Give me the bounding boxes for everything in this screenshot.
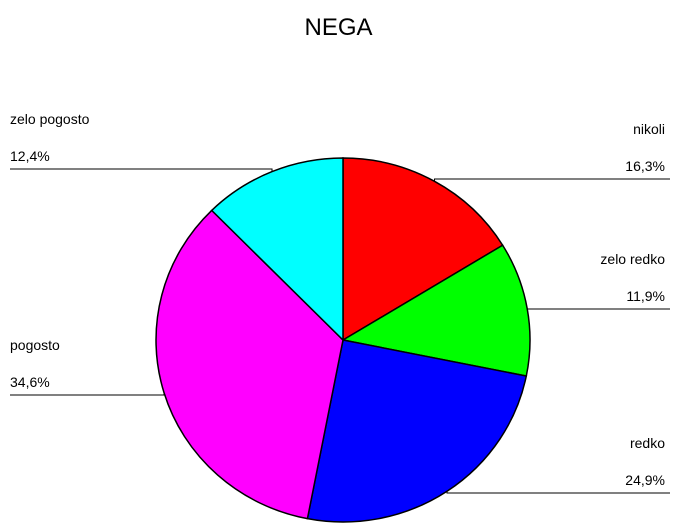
slice-value-label: 12,4%	[10, 148, 50, 164]
slice-value-label: 16,3%	[625, 158, 665, 174]
leader-line	[526, 308, 670, 310]
pie-slice-zelo-redko	[340, 244, 531, 377]
slice-label: redko	[630, 435, 665, 451]
leader-line	[10, 168, 273, 172]
slice-label: pogosto	[10, 337, 60, 353]
leader-line	[446, 491, 670, 494]
pie-slice-zelo-pogosto	[210, 157, 344, 342]
slice-value-label: 11,9%	[626, 288, 665, 304]
slice-value-label: 34,6%	[10, 374, 50, 390]
chart-title: NEGA	[304, 14, 373, 41]
slice-label: nikoli	[633, 121, 665, 137]
leader-line	[434, 178, 670, 182]
pie-slice-nikoli	[342, 157, 504, 342]
leader-line	[10, 392, 165, 396]
slice-label: zelo redko	[600, 251, 665, 267]
slice-value-label: 24,9%	[625, 472, 665, 488]
slice-label: zelo pogosto	[10, 111, 90, 127]
